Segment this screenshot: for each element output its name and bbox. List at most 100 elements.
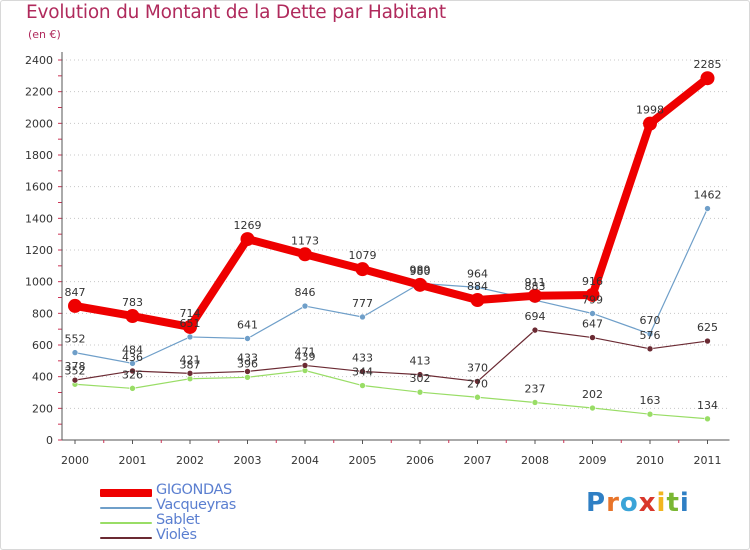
y-tick-label: 200: [32, 402, 53, 415]
data-label-gigondas: 1079: [349, 249, 377, 262]
legend-label: Sablet: [156, 512, 200, 528]
x-tick-label: 2004: [291, 454, 319, 467]
data-label-vacqueyras: 799: [582, 293, 603, 306]
data-point-violès: [646, 345, 654, 353]
data-label-violès: 694: [525, 310, 546, 323]
data-label-sablet: 387: [180, 359, 201, 372]
x-tick-label: 2010: [636, 454, 664, 467]
data-label-gigondas: 916: [582, 275, 603, 288]
x-tick-label: 2000: [61, 454, 89, 467]
unit-label: (en €): [28, 28, 61, 41]
data-point-sablet: [474, 393, 481, 401]
data-point-gigondas: [68, 298, 82, 313]
data-label-violès: 421: [180, 353, 201, 366]
data-point-vacqueyras: [71, 349, 79, 356]
data-point-gigondas: [125, 309, 140, 324]
y-tick-label: 0: [46, 434, 53, 447]
logo-letter: r: [606, 488, 620, 518]
data-point-violès: [129, 367, 136, 375]
y-tick-label: 2000: [25, 117, 53, 130]
y-tick-label: 400: [32, 371, 53, 384]
data-point-vacqueyras: [359, 313, 366, 321]
data-label-violès: 647: [582, 318, 603, 331]
data-point-gigondas: [470, 293, 485, 308]
legend-swatch: [100, 489, 152, 497]
series-line-vacqueyras: [74, 208, 709, 364]
y-tick-label: 800: [32, 307, 53, 320]
data-point-gigondas: [643, 116, 657, 131]
data-label-violès: 370: [467, 361, 488, 374]
legend-label: GIGONDAS: [156, 482, 232, 498]
data-label-vacqueyras: 552: [65, 333, 86, 346]
data-label-vacqueyras: 777: [352, 297, 373, 310]
legend-swatch: [100, 537, 152, 539]
data-label-vacqueyras: 484: [122, 343, 143, 356]
x-tick-label: 2002: [176, 454, 204, 467]
proxiti-logo: Proxiti: [586, 488, 690, 518]
data-point-gigondas: [355, 262, 370, 277]
data-point-violès: [704, 337, 711, 345]
data-point-vacqueyras: [301, 302, 309, 310]
data-point-violès: [474, 378, 481, 385]
data-label-violès: 378: [65, 360, 86, 373]
data-point-vacqueyras: [704, 205, 711, 212]
y-tick-label: 1600: [25, 181, 53, 194]
data-point-violès: [301, 362, 309, 369]
data-point-vacqueyras: [129, 360, 136, 367]
data-label-violès: 436: [122, 351, 143, 364]
data-label-gigondas: 980: [410, 265, 431, 278]
legend-swatch: [100, 522, 152, 524]
data-label-sablet: 134: [697, 399, 718, 412]
data-point-sablet: [531, 399, 539, 406]
data-label-sablet: 302: [410, 372, 431, 385]
y-tick-label: 2200: [25, 86, 53, 99]
series-line-sablet: [74, 369, 708, 420]
data-label-sablet: 326: [122, 368, 143, 381]
data-point-gigondas: [700, 71, 715, 86]
data-point-violès: [416, 371, 424, 378]
data-label-vacqueyras: 964: [467, 267, 488, 280]
logo-letter: i: [656, 488, 667, 518]
logo-letter: i: [679, 488, 690, 518]
data-label-vacqueyras: 883: [525, 280, 546, 293]
x-tick-label: 2006: [406, 454, 434, 467]
chart-title: Evolution du Montant de la Dette par Hab…: [26, 2, 446, 23]
y-tick-label: 2400: [25, 54, 53, 67]
data-point-vacqueyras: [186, 333, 194, 341]
data-point-gigondas: [183, 319, 197, 334]
data-point-violès: [531, 326, 539, 334]
data-label-gigondas: 1173: [291, 234, 319, 247]
data-label-violès: 433: [352, 351, 373, 364]
data-point-violès: [244, 368, 251, 375]
y-tick-label: 1400: [25, 212, 53, 225]
data-point-sablet: [704, 415, 711, 423]
data-label-gigondas: 847: [65, 286, 86, 299]
data-point-sablet: [589, 404, 596, 412]
data-point-vacqueyras: [244, 335, 251, 342]
data-point-sablet: [359, 382, 366, 389]
data-label-sablet: 237: [525, 382, 546, 395]
x-tick-label: 2011: [694, 454, 722, 467]
logo-letter: o: [619, 488, 639, 518]
series-line-gigondas: [74, 75, 710, 331]
x-tick-label: 2009: [579, 454, 607, 467]
data-point-gigondas: [413, 277, 427, 292]
data-label-vacqueyras: 1462: [694, 189, 722, 202]
data-label-sablet: 163: [640, 394, 661, 407]
data-label-sablet: 396: [237, 357, 258, 370]
data-point-sablet: [646, 410, 654, 418]
logo-letter: x: [638, 488, 657, 518]
data-label-gigondas: 714: [180, 307, 201, 320]
data-point-gigondas: [585, 287, 600, 302]
legend-label: Violès: [156, 527, 197, 543]
data-point-vacqueyras: [646, 330, 654, 338]
y-tick-label: 600: [32, 339, 53, 352]
data-label-gigondas: 911: [525, 276, 546, 289]
data-label-vacqueyras: 641: [237, 319, 258, 332]
y-tick-label: 1200: [25, 244, 53, 257]
legend-swatch: [100, 507, 152, 509]
data-label-vacqueyras: 989: [410, 263, 431, 276]
data-point-sablet: [244, 373, 251, 381]
data-label-sablet: 270: [467, 377, 488, 390]
